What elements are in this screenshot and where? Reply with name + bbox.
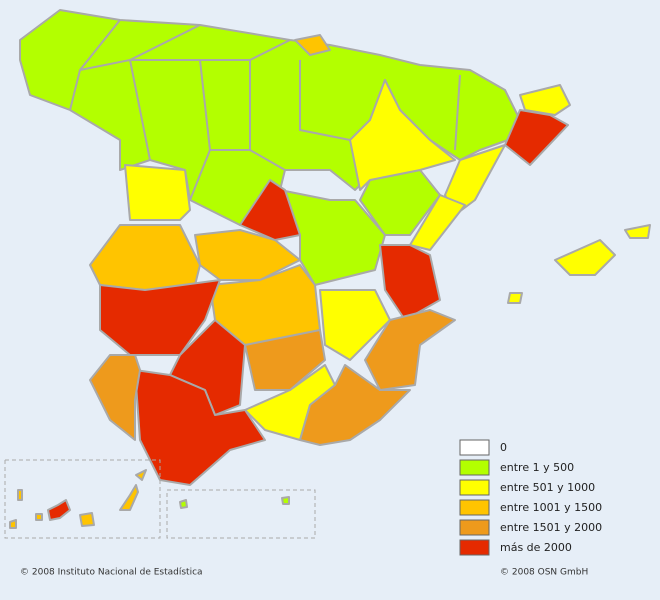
legend-label: entre 1 y 500	[500, 461, 574, 474]
legend-swatch	[459, 439, 490, 456]
region	[239, 179, 301, 241]
provinces	[19, 9, 651, 486]
region	[294, 34, 331, 56]
island	[35, 513, 43, 521]
border	[299, 60, 351, 141]
border	[130, 39, 291, 61]
canary-islands	[4, 459, 316, 539]
legend-label: entre 501 y 1000	[500, 481, 595, 494]
island	[281, 496, 290, 505]
border	[129, 59, 151, 161]
region	[319, 289, 391, 361]
inset-box	[166, 489, 316, 539]
region	[194, 229, 301, 281]
region	[409, 194, 466, 251]
legend: 0 entre 1 y 500 entre 501 y 1000 entre 1001…	[459, 439, 602, 556]
legend-label: más de 2000	[500, 541, 572, 554]
region	[244, 329, 326, 391]
island	[179, 499, 188, 509]
border	[454, 74, 461, 151]
copyright-left: © 2008 Instituto Nacional de Estadística	[20, 568, 203, 578]
copyright-right: © 2008 OSN GmbH	[500, 568, 588, 578]
legend-label: entre 1501 y 2000	[500, 521, 602, 534]
region	[519, 84, 571, 116]
island	[17, 489, 23, 501]
island	[47, 499, 71, 521]
inset-box	[4, 459, 161, 539]
island	[119, 484, 139, 511]
island	[135, 469, 147, 481]
region	[99, 279, 221, 356]
legend-swatch	[459, 519, 490, 536]
region	[444, 144, 506, 216]
island	[554, 239, 616, 276]
island	[624, 224, 651, 239]
region	[364, 309, 456, 391]
region	[279, 189, 386, 286]
region	[349, 79, 456, 191]
region	[299, 364, 411, 446]
legend-swatch	[459, 459, 490, 476]
region	[89, 354, 141, 441]
legend-swatch	[459, 479, 490, 496]
legend-label: 0	[500, 441, 507, 454]
region	[504, 109, 569, 166]
region	[379, 244, 441, 321]
region	[124, 164, 191, 221]
island	[507, 292, 523, 304]
legend-swatch	[459, 539, 490, 556]
island	[9, 519, 17, 529]
legend-label: entre 1001 y 1500	[500, 501, 602, 514]
island	[79, 512, 95, 527]
legend-swatch	[459, 499, 490, 516]
region	[134, 369, 266, 486]
